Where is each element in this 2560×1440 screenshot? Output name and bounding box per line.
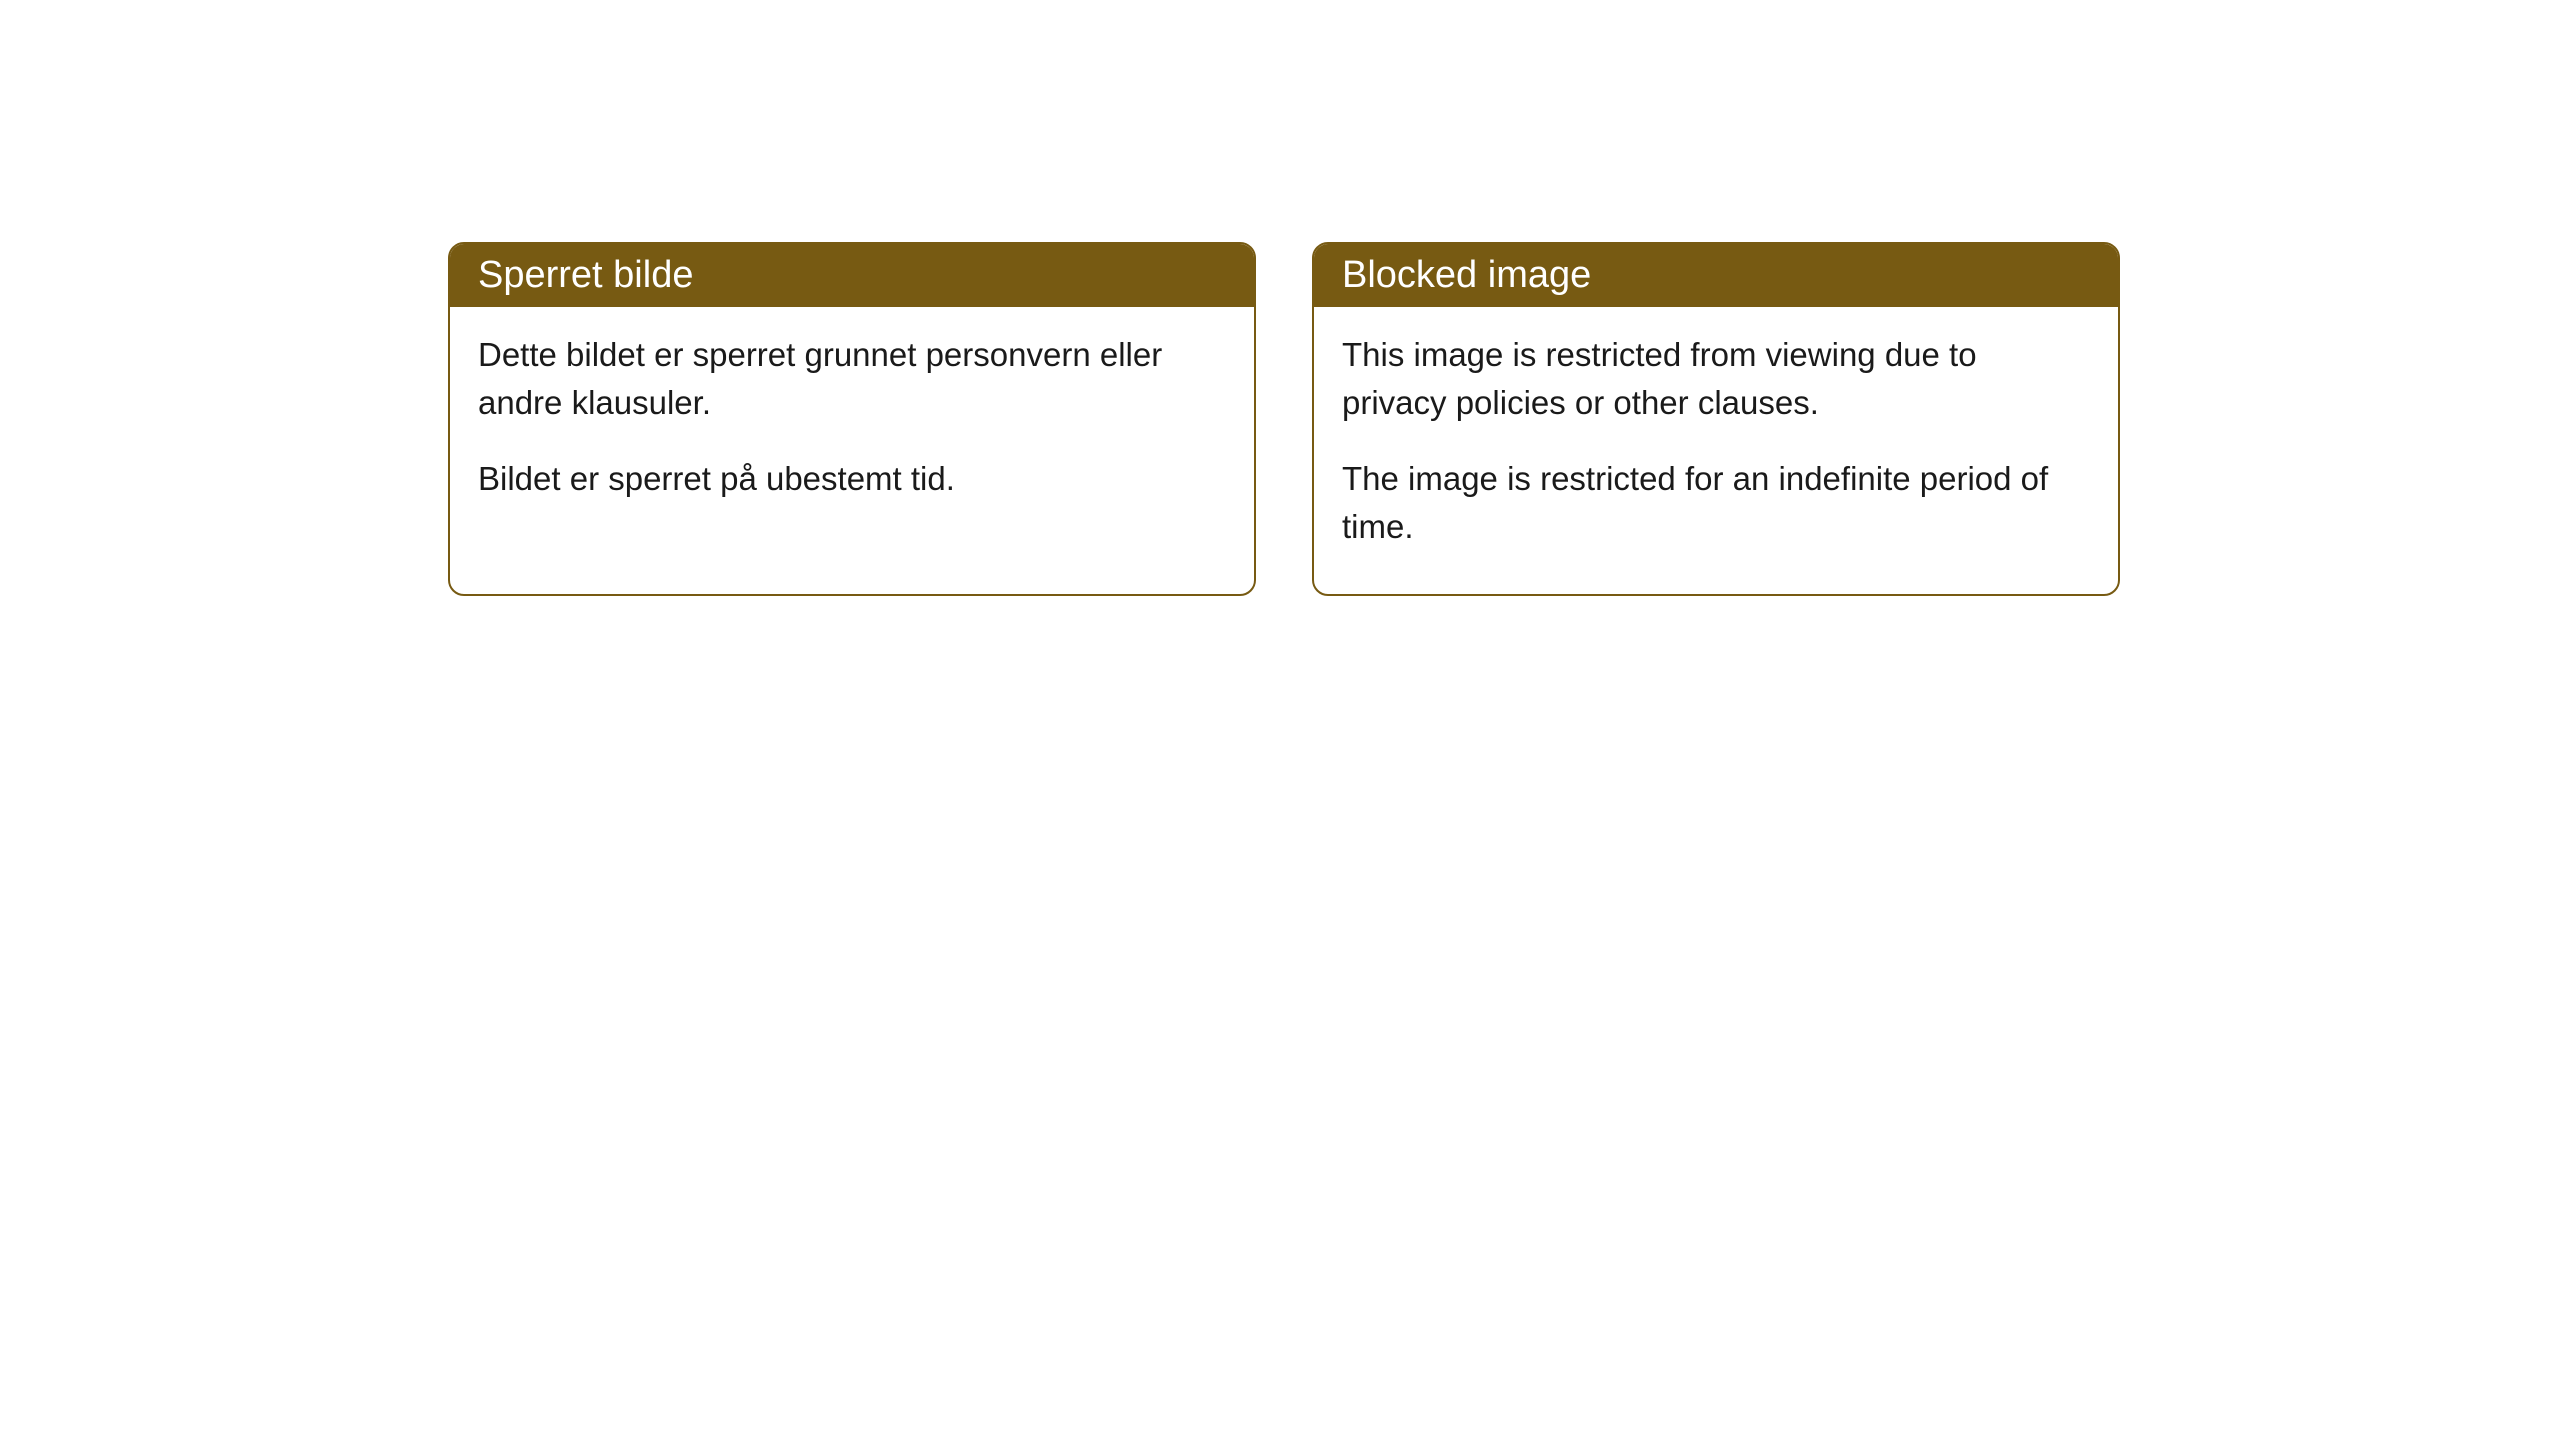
blocked-image-card-norwegian: Sperret bilde Dette bildet er sperret gr… [448, 242, 1256, 596]
card-title: Sperret bilde [478, 254, 693, 296]
card-body: Dette bildet er sperret grunnet personve… [450, 307, 1254, 547]
card-paragraph: Bildet er sperret på ubestemt tid. [478, 455, 1226, 503]
notice-cards-container: Sperret bilde Dette bildet er sperret gr… [448, 242, 2120, 596]
card-paragraph: The image is restricted for an indefinit… [1342, 455, 2090, 551]
card-paragraph: Dette bildet er sperret grunnet personve… [478, 331, 1226, 427]
card-header: Blocked image [1314, 244, 2118, 307]
blocked-image-card-english: Blocked image This image is restricted f… [1312, 242, 2120, 596]
card-paragraph: This image is restricted from viewing du… [1342, 331, 2090, 427]
card-body: This image is restricted from viewing du… [1314, 307, 2118, 594]
card-header: Sperret bilde [450, 244, 1254, 307]
card-title: Blocked image [1342, 254, 1591, 296]
